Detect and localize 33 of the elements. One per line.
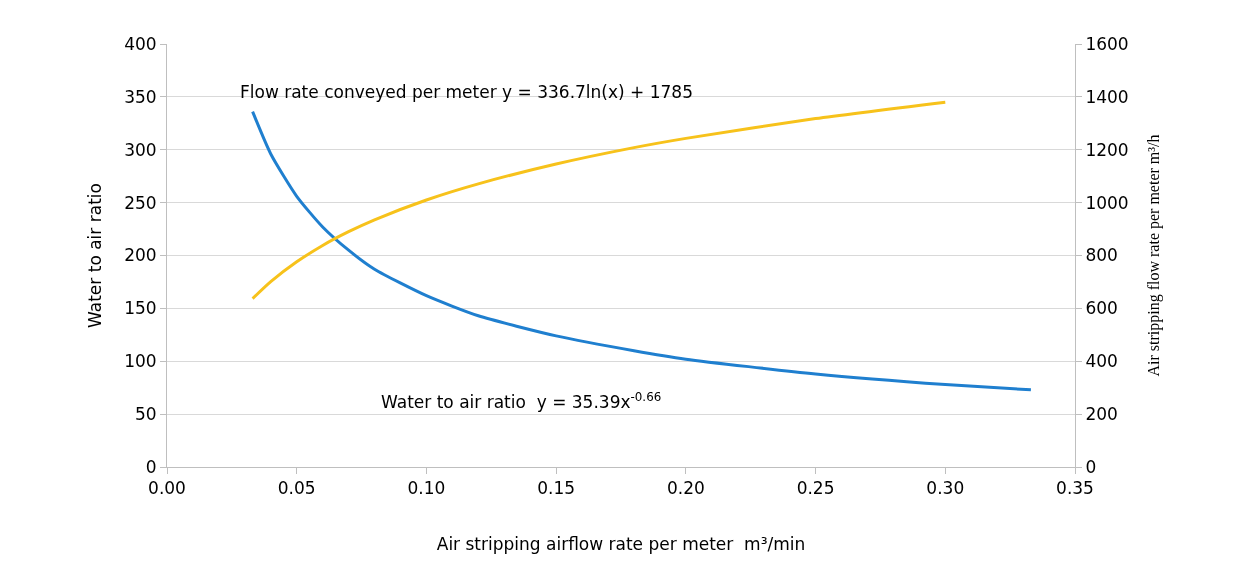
x-tick-label: 0.35 [1056,478,1094,499]
y2-tick-label: 1200 [1085,139,1129,160]
y-tick-label: 0 [145,456,157,477]
y-tick-label: 250 [124,192,157,213]
y2-tick-label: 800 [1085,245,1118,266]
y-tick-label: 300 [124,139,157,160]
x-axis-title: Air stripping airflow rate per meter m³/min [436,533,806,554]
y-tick-label: 400 [124,33,157,54]
y-tick-label: 200 [124,245,157,266]
y-tick-label: 50 [134,404,157,425]
y2-tick-label: 1600 [1085,33,1129,54]
line-series [251,110,1033,392]
y-axis-title: Water to air ratio [84,183,105,328]
y2-tick-label: 600 [1085,298,1118,319]
x-tick-label: 0.10 [407,478,446,499]
y-tick-label: 350 [124,86,157,107]
x-tick-label: 0.25 [796,478,835,499]
annotation: Water to air ratio y = 35.39x$^{-0.66}$ [381,390,662,413]
y2-tick-label: 0 [1085,456,1097,477]
y2-tick-label: 400 [1085,351,1118,372]
y2-tick-label: 1000 [1085,192,1129,213]
y2-tick-label: 1400 [1085,86,1129,107]
x-tick-label: 0.20 [666,478,705,499]
y-tick-label: 100 [124,351,157,372]
x-tick-label: 0.30 [926,478,965,499]
y2-tick-label: 200 [1085,404,1118,425]
x-tick-label: 0.15 [537,478,576,499]
y2-axis-title: Air stripping flow rate per meter m³/h [1145,134,1164,377]
x-tick-label: 0.05 [277,478,316,499]
x-tick-label: 0.00 [148,478,186,499]
y-tick-label: 150 [124,298,157,319]
line-series [251,100,947,301]
annotation: Flow rate conveyed per meter y = 336.7ln(x) + 1785 [240,82,693,102]
